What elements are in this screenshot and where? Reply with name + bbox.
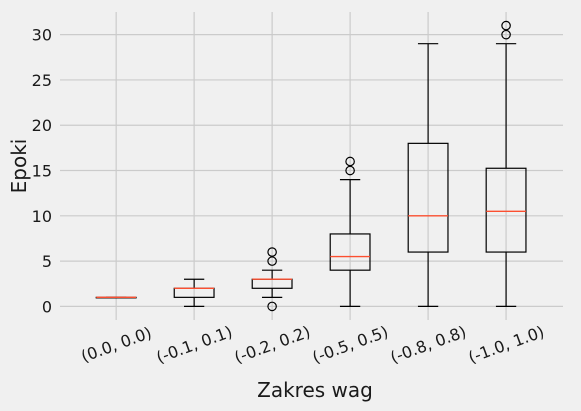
outlier-point (267, 256, 277, 266)
outlier-point (267, 301, 277, 312)
box-4 (329, 156, 371, 308)
outlier-point (345, 165, 355, 176)
y-tick-label: 30 (32, 26, 52, 45)
y-tick-label: 0 (42, 297, 52, 316)
box-iqr (485, 167, 527, 253)
box-iqr (407, 142, 449, 253)
outlier-point (267, 247, 277, 257)
box-5 (407, 43, 449, 308)
box-2 (173, 278, 215, 308)
y-tick-label: 25 (32, 71, 52, 90)
box-3 (251, 247, 293, 312)
y-axis-label: Epoki (7, 139, 31, 194)
outlier-point (501, 29, 511, 40)
box-6 (485, 20, 527, 308)
box-series (95, 20, 527, 312)
x-axis-label: Zakres wag (257, 378, 373, 402)
outlier-point (501, 20, 511, 31)
box-1 (95, 296, 137, 299)
y-axis-ticks: 0 5 10 15 20 25 30 (32, 26, 52, 317)
y-tick-label: 10 (32, 207, 52, 226)
y-tick-label: 5 (42, 252, 52, 271)
outlier-point (345, 156, 355, 167)
y-tick-label: 20 (32, 116, 52, 135)
box-iqr (329, 233, 371, 271)
y-tick-label: 15 (32, 162, 52, 181)
